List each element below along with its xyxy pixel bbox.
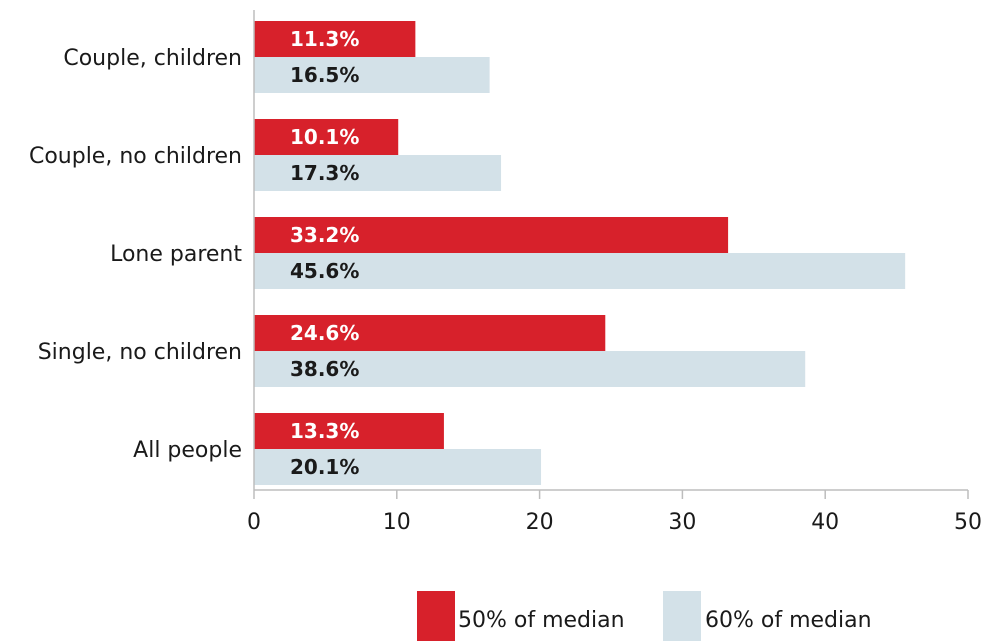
x-tick-label: 10: [383, 510, 411, 535]
bar-50-median-3: [254, 217, 729, 253]
bar-50-median-1: [254, 21, 416, 57]
x-tick-label: 30: [668, 510, 696, 535]
bars-group: [254, 21, 906, 485]
category-label: Single, no children: [38, 340, 242, 365]
bar-value-label: 16.5%: [290, 63, 359, 87]
legend-swatch-50-median: [417, 591, 455, 641]
bar-60-median-1: [254, 57, 490, 93]
bar-60-median-5: [254, 449, 542, 485]
bar-value-label: 24.6%: [290, 321, 359, 345]
bar-60-median-4: [254, 351, 806, 387]
category-label: Couple, children: [63, 46, 242, 71]
axes-group: [253, 10, 968, 491]
legend-label: 50% of median: [458, 608, 625, 633]
legend-swatch-60-median: [663, 591, 701, 641]
bar-value-label: 45.6%: [290, 259, 359, 283]
category-label: Couple, no children: [29, 144, 242, 169]
x-tick-label: 0: [247, 510, 261, 535]
bar-value-label: 10.1%: [290, 125, 359, 149]
legend: 50% of median 60% of median: [417, 591, 872, 641]
bar-50-median-4: [254, 315, 606, 351]
bar-value-label: 11.3%: [290, 27, 359, 51]
value-labels-group: 11.3% 16.5% 10.1% 17.3% 33.2% 45.6% 24.6% 38.6%…: [290, 27, 359, 479]
bar-value-label: 38.6%: [290, 357, 359, 381]
bar-value-label: 20.1%: [290, 455, 359, 479]
x-ticks-group: 0 10 20 30 40 50: [247, 490, 982, 535]
x-tick-label: 20: [526, 510, 554, 535]
bar-60-median-2: [254, 155, 502, 191]
category-label: Lone parent: [110, 242, 242, 267]
category-labels-group: Couple, children Couple, no children Lone …: [29, 46, 242, 463]
bar-value-label: 33.2%: [290, 223, 359, 247]
bar-value-label: 13.3%: [290, 419, 359, 443]
bar-value-label: 17.3%: [290, 161, 359, 185]
x-tick-label: 40: [811, 510, 839, 535]
legend-label: 60% of median: [705, 608, 872, 633]
bar-50-median-5: [254, 413, 444, 449]
bar-50-median-2: [254, 119, 399, 155]
category-label: All people: [133, 438, 242, 463]
bar-60-median-3: [254, 253, 906, 289]
x-tick-label: 50: [954, 510, 982, 535]
